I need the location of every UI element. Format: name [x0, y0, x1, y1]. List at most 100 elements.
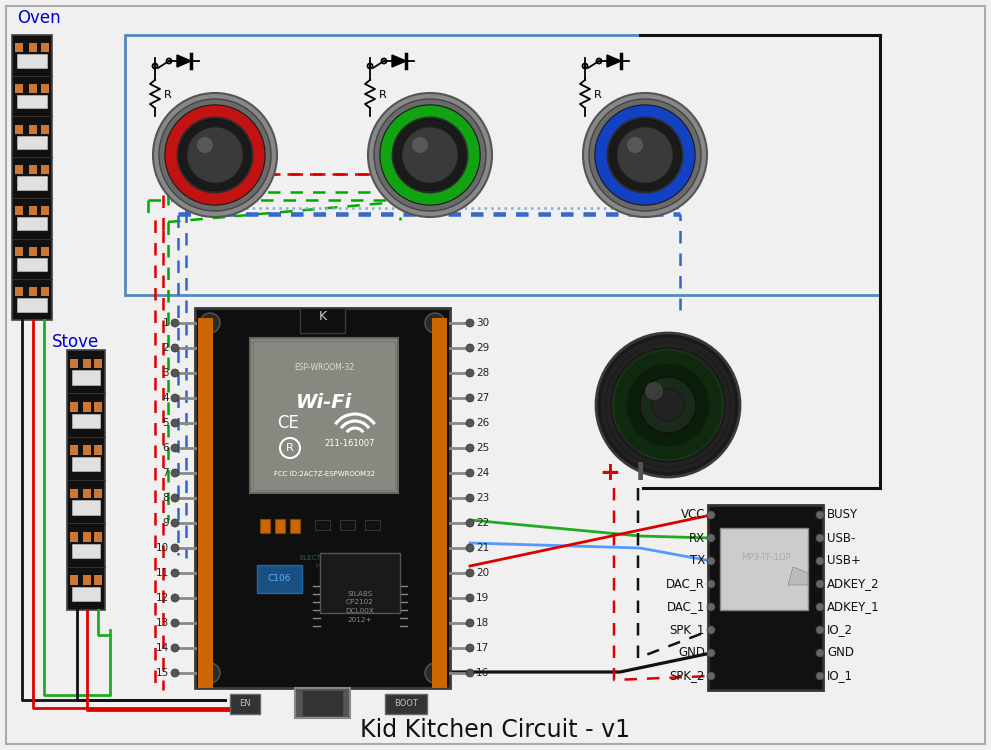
Bar: [41, 44, 49, 52]
Bar: [29, 44, 37, 52]
Circle shape: [179, 119, 251, 191]
Bar: [94, 532, 102, 542]
Bar: [708, 505, 823, 690]
Text: MP3-TF-1ΩP: MP3-TF-1ΩP: [741, 553, 791, 562]
Circle shape: [466, 394, 474, 402]
Text: VCC: VCC: [681, 509, 705, 521]
Text: Oven: Oven: [17, 9, 60, 27]
Text: BOOT: BOOT: [394, 699, 418, 708]
Text: +: +: [600, 461, 620, 485]
Bar: [17, 217, 47, 230]
Bar: [70, 358, 78, 368]
Circle shape: [466, 619, 474, 627]
Text: 11: 11: [156, 568, 169, 578]
Circle shape: [816, 649, 824, 657]
Text: 6: 6: [163, 443, 169, 453]
Bar: [72, 544, 100, 558]
Text: 8: 8: [163, 493, 169, 503]
Bar: [41, 287, 49, 296]
Bar: [83, 402, 91, 412]
Circle shape: [197, 137, 213, 153]
Bar: [70, 402, 78, 412]
Circle shape: [707, 603, 715, 611]
Circle shape: [466, 419, 474, 427]
Bar: [83, 489, 91, 498]
Text: DAC_R: DAC_R: [666, 578, 705, 590]
Text: SPK_1: SPK_1: [670, 623, 705, 637]
Text: 19: 19: [476, 593, 490, 603]
Text: R: R: [286, 443, 294, 453]
Bar: [15, 84, 23, 93]
Bar: [72, 370, 100, 385]
Text: Kid Kitchen Circuit - v1: Kid Kitchen Circuit - v1: [360, 718, 630, 742]
Bar: [83, 532, 91, 542]
Text: 24: 24: [476, 468, 490, 478]
Circle shape: [425, 663, 445, 683]
Text: R: R: [594, 90, 602, 100]
Bar: [385, 694, 427, 714]
Text: BUSY: BUSY: [827, 509, 858, 521]
Circle shape: [640, 377, 696, 433]
Bar: [41, 84, 49, 93]
Bar: [17, 94, 47, 108]
Text: 22: 22: [476, 518, 490, 528]
Text: C106: C106: [268, 574, 290, 583]
Text: 26: 26: [476, 418, 490, 428]
Circle shape: [707, 626, 715, 634]
Bar: [15, 165, 23, 174]
Circle shape: [613, 350, 723, 460]
Circle shape: [171, 344, 179, 352]
Text: ELECTRONICS: ELECTRONICS: [299, 555, 347, 561]
Text: 3: 3: [163, 368, 169, 378]
Text: USB-: USB-: [827, 532, 855, 544]
Text: 16: 16: [476, 668, 490, 678]
Bar: [315, 520, 330, 530]
Text: ADKEY_1: ADKEY_1: [827, 601, 880, 613]
Text: 1: 1: [163, 318, 169, 328]
Text: USB+: USB+: [827, 554, 861, 568]
Circle shape: [394, 119, 466, 191]
Circle shape: [200, 663, 220, 683]
Bar: [72, 457, 100, 471]
Bar: [83, 358, 91, 368]
Bar: [94, 575, 102, 585]
Circle shape: [466, 444, 474, 452]
Circle shape: [402, 127, 458, 183]
Bar: [83, 575, 91, 585]
Bar: [720, 528, 808, 610]
Bar: [17, 258, 47, 272]
Text: ESP-WROOM-32: ESP-WROOM-32: [294, 363, 354, 372]
Text: 211-161007: 211-161007: [325, 439, 376, 448]
Bar: [94, 446, 102, 454]
Bar: [70, 446, 78, 454]
Circle shape: [171, 469, 179, 477]
Text: 27: 27: [476, 393, 490, 403]
Text: 25: 25: [476, 443, 490, 453]
Circle shape: [816, 603, 824, 611]
Bar: [29, 206, 37, 215]
Text: 18: 18: [476, 618, 490, 628]
Circle shape: [171, 544, 179, 552]
Text: GND: GND: [678, 646, 705, 659]
Text: 10: 10: [156, 543, 169, 553]
Bar: [17, 176, 47, 190]
Circle shape: [816, 626, 824, 634]
Circle shape: [466, 519, 474, 527]
Text: 28: 28: [476, 368, 490, 378]
Circle shape: [380, 105, 480, 205]
Text: GND: GND: [827, 646, 854, 659]
Text: 9: 9: [163, 518, 169, 528]
Bar: [257, 565, 302, 593]
Circle shape: [165, 105, 265, 205]
Circle shape: [466, 544, 474, 552]
Circle shape: [707, 580, 715, 588]
Text: RX: RX: [689, 532, 705, 544]
Circle shape: [412, 137, 428, 153]
Circle shape: [627, 137, 643, 153]
Circle shape: [200, 313, 220, 333]
Bar: [253, 341, 395, 490]
Bar: [15, 247, 23, 256]
Circle shape: [707, 557, 715, 565]
Bar: [300, 308, 345, 333]
Circle shape: [466, 644, 474, 652]
